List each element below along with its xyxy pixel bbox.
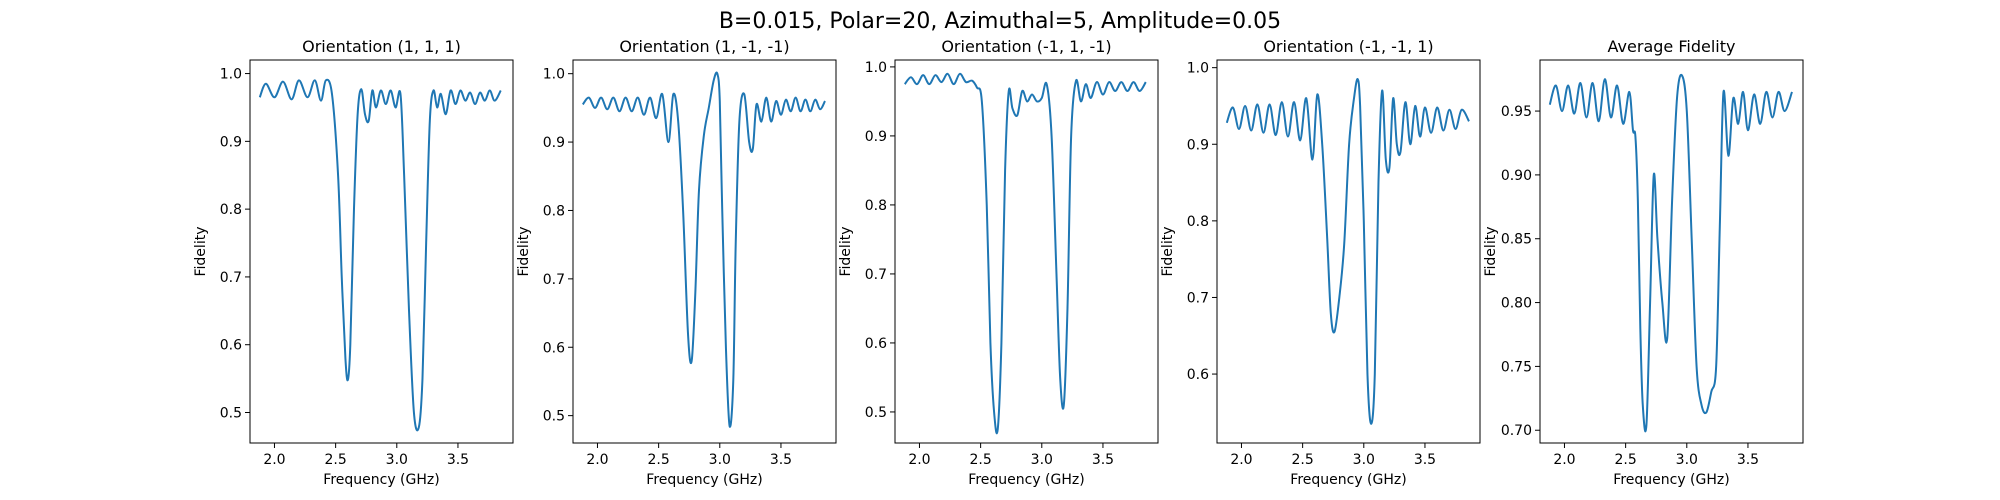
x-tick-label: 3.5 bbox=[1737, 452, 1759, 468]
x-tick-label: 2.5 bbox=[1614, 452, 1636, 468]
plot-area-frame bbox=[1539, 59, 1804, 444]
fidelity-series-line bbox=[581, 71, 826, 428]
y-tick-label: 0.95 bbox=[1501, 104, 1532, 120]
subplot-5: Average Fidelity 2.0 2.5 3.0 3.5 0.70 0.75 0.80… bbox=[1483, 37, 1804, 488]
x-tick-label: 3.0 bbox=[1031, 452, 1053, 468]
plot-area-frame bbox=[894, 59, 1159, 444]
y-tick-label: 0.8 bbox=[1187, 214, 1209, 230]
subplot-3: Orientation (-1, 1, -1) 2.0 2.5 3.0 3.5 0.5 0.… bbox=[838, 37, 1159, 488]
plot-area-frame bbox=[572, 59, 837, 444]
y-tick-label: 0.6 bbox=[865, 336, 887, 352]
plot-area-frame bbox=[249, 59, 514, 444]
x-tick-label: 2.0 bbox=[586, 452, 608, 468]
x-tick-label: 3.0 bbox=[1676, 452, 1698, 468]
y-tick-label: 0.80 bbox=[1501, 296, 1532, 312]
fidelity-series-line bbox=[1225, 78, 1470, 425]
y-tick-label: 0.6 bbox=[543, 340, 565, 356]
y-axis-label: Fidelity bbox=[193, 227, 209, 277]
plot-area-frame bbox=[1216, 59, 1481, 444]
subplot-1: Orientation (1, 1, 1) 2.0 2.5 3.0 3.5 0.5 0.6 0… bbox=[193, 37, 514, 488]
y-tick-label: 1.0 bbox=[543, 67, 565, 83]
y-tick-label: 0.70 bbox=[1501, 423, 1532, 439]
subplot-title: Orientation (-1, -1, 1) bbox=[1263, 37, 1433, 56]
y-tick-label: 0.7 bbox=[220, 270, 242, 286]
x-tick-label: 3.0 bbox=[1353, 452, 1375, 468]
fidelity-series-line bbox=[1548, 73, 1793, 433]
y-tick-label: 0.90 bbox=[1501, 168, 1532, 184]
subplot-title: Orientation (1, 1, 1) bbox=[302, 37, 461, 56]
x-tick-label: 3.0 bbox=[386, 452, 408, 468]
x-axis-label: Frequency (GHz) bbox=[646, 472, 762, 488]
y-axis-label: Fidelity bbox=[838, 227, 854, 277]
subplot-title: Orientation (1, -1, -1) bbox=[619, 37, 789, 56]
x-tick-label: 3.5 bbox=[1414, 452, 1436, 468]
y-tick-label: 0.7 bbox=[865, 267, 887, 283]
subplot-grid: Orientation (1, 1, 1) 2.0 2.5 3.0 3.5 0.5 0.6 0… bbox=[193, 37, 1804, 488]
y-tick-label: 0.8 bbox=[543, 203, 565, 219]
y-tick-label: 1.0 bbox=[220, 67, 242, 83]
x-tick-label: 3.0 bbox=[709, 452, 731, 468]
y-tick-label: 0.6 bbox=[220, 338, 242, 354]
y-tick-label: 0.7 bbox=[543, 272, 565, 288]
y-tick-label: 1.0 bbox=[1187, 61, 1209, 77]
x-tick-label: 2.0 bbox=[908, 452, 930, 468]
x-tick-label: 3.5 bbox=[447, 452, 469, 468]
y-tick-label: 0.5 bbox=[220, 405, 242, 421]
x-axis-label: Frequency (GHz) bbox=[968, 472, 1084, 488]
x-tick-label: 2.5 bbox=[647, 452, 669, 468]
y-axis-label: Fidelity bbox=[1160, 227, 1176, 277]
y-tick-label: 0.5 bbox=[543, 409, 565, 425]
fidelity-series-line bbox=[903, 72, 1147, 435]
y-tick-label: 0.8 bbox=[220, 202, 242, 218]
y-axis-label: Fidelity bbox=[1483, 227, 1499, 277]
subplot-2: Orientation (1, -1, -1) 2.0 2.5 3.0 3.5 0.5 0.… bbox=[516, 37, 837, 488]
subplot-title: Orientation (-1, 1, -1) bbox=[941, 37, 1111, 56]
x-tick-label: 3.5 bbox=[770, 452, 792, 468]
figure-suptitle: B=0.015, Polar=20, Azimuthal=5, Amplitud… bbox=[719, 9, 1281, 34]
x-axis-label: Frequency (GHz) bbox=[323, 472, 439, 488]
x-axis-label: Frequency (GHz) bbox=[1290, 472, 1406, 488]
y-tick-label: 0.85 bbox=[1501, 232, 1532, 248]
y-tick-label: 0.9 bbox=[220, 134, 242, 150]
subplot-4: Orientation (-1, -1, 1) 2.0 2.5 3.0 3.5 0.6 0.… bbox=[1160, 37, 1481, 488]
x-tick-label: 2.5 bbox=[324, 452, 346, 468]
x-tick-label: 2.5 bbox=[1291, 452, 1313, 468]
y-axis-label: Fidelity bbox=[516, 227, 532, 277]
x-tick-label: 2.0 bbox=[1230, 452, 1252, 468]
y-tick-label: 0.9 bbox=[543, 135, 565, 151]
x-tick-label: 3.5 bbox=[1092, 452, 1114, 468]
fidelity-series-line bbox=[258, 78, 502, 432]
y-tick-label: 0.75 bbox=[1501, 359, 1532, 375]
y-tick-label: 0.6 bbox=[1187, 367, 1209, 383]
y-tick-label: 0.8 bbox=[865, 198, 887, 214]
y-tick-label: 0.5 bbox=[865, 405, 887, 421]
y-tick-label: 0.9 bbox=[1187, 137, 1209, 153]
x-tick-label: 2.0 bbox=[1553, 452, 1575, 468]
y-tick-label: 0.7 bbox=[1187, 290, 1209, 306]
x-axis-label: Frequency (GHz) bbox=[1613, 472, 1729, 488]
x-tick-label: 2.0 bbox=[263, 452, 285, 468]
y-tick-label: 1.0 bbox=[865, 60, 887, 76]
x-tick-label: 2.5 bbox=[969, 452, 991, 468]
y-tick-label: 0.9 bbox=[865, 129, 887, 145]
subplot-title: Average Fidelity bbox=[1608, 37, 1736, 56]
